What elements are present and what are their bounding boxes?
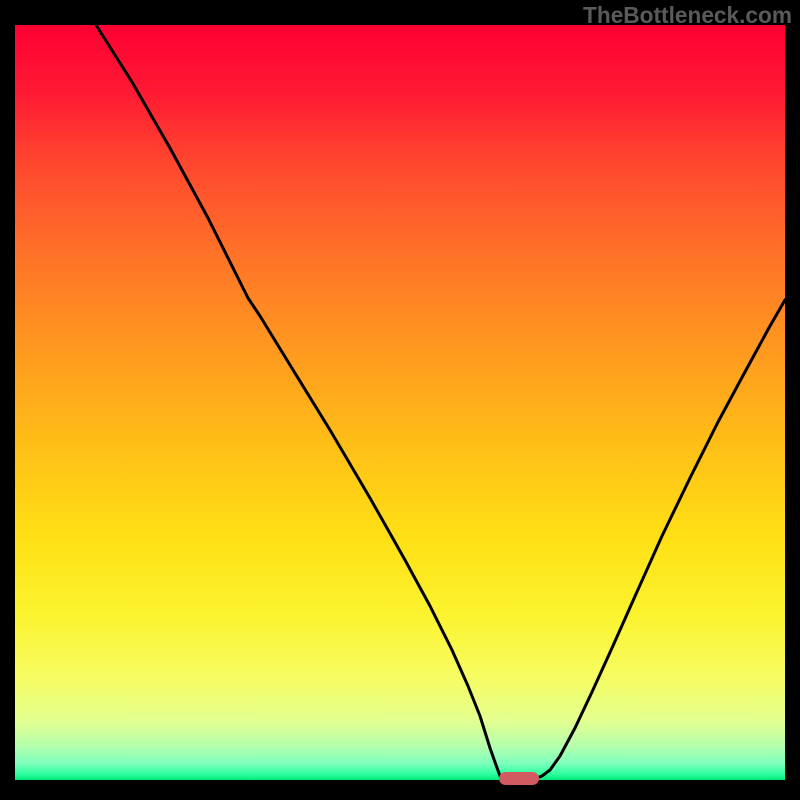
chart-root: TheBottleneck.com	[0, 0, 800, 800]
bottleneck-marker	[499, 772, 539, 785]
curve-layer	[0, 0, 800, 800]
watermark-text: TheBottleneck.com	[583, 2, 792, 29]
bottleneck-curve	[96, 25, 785, 779]
